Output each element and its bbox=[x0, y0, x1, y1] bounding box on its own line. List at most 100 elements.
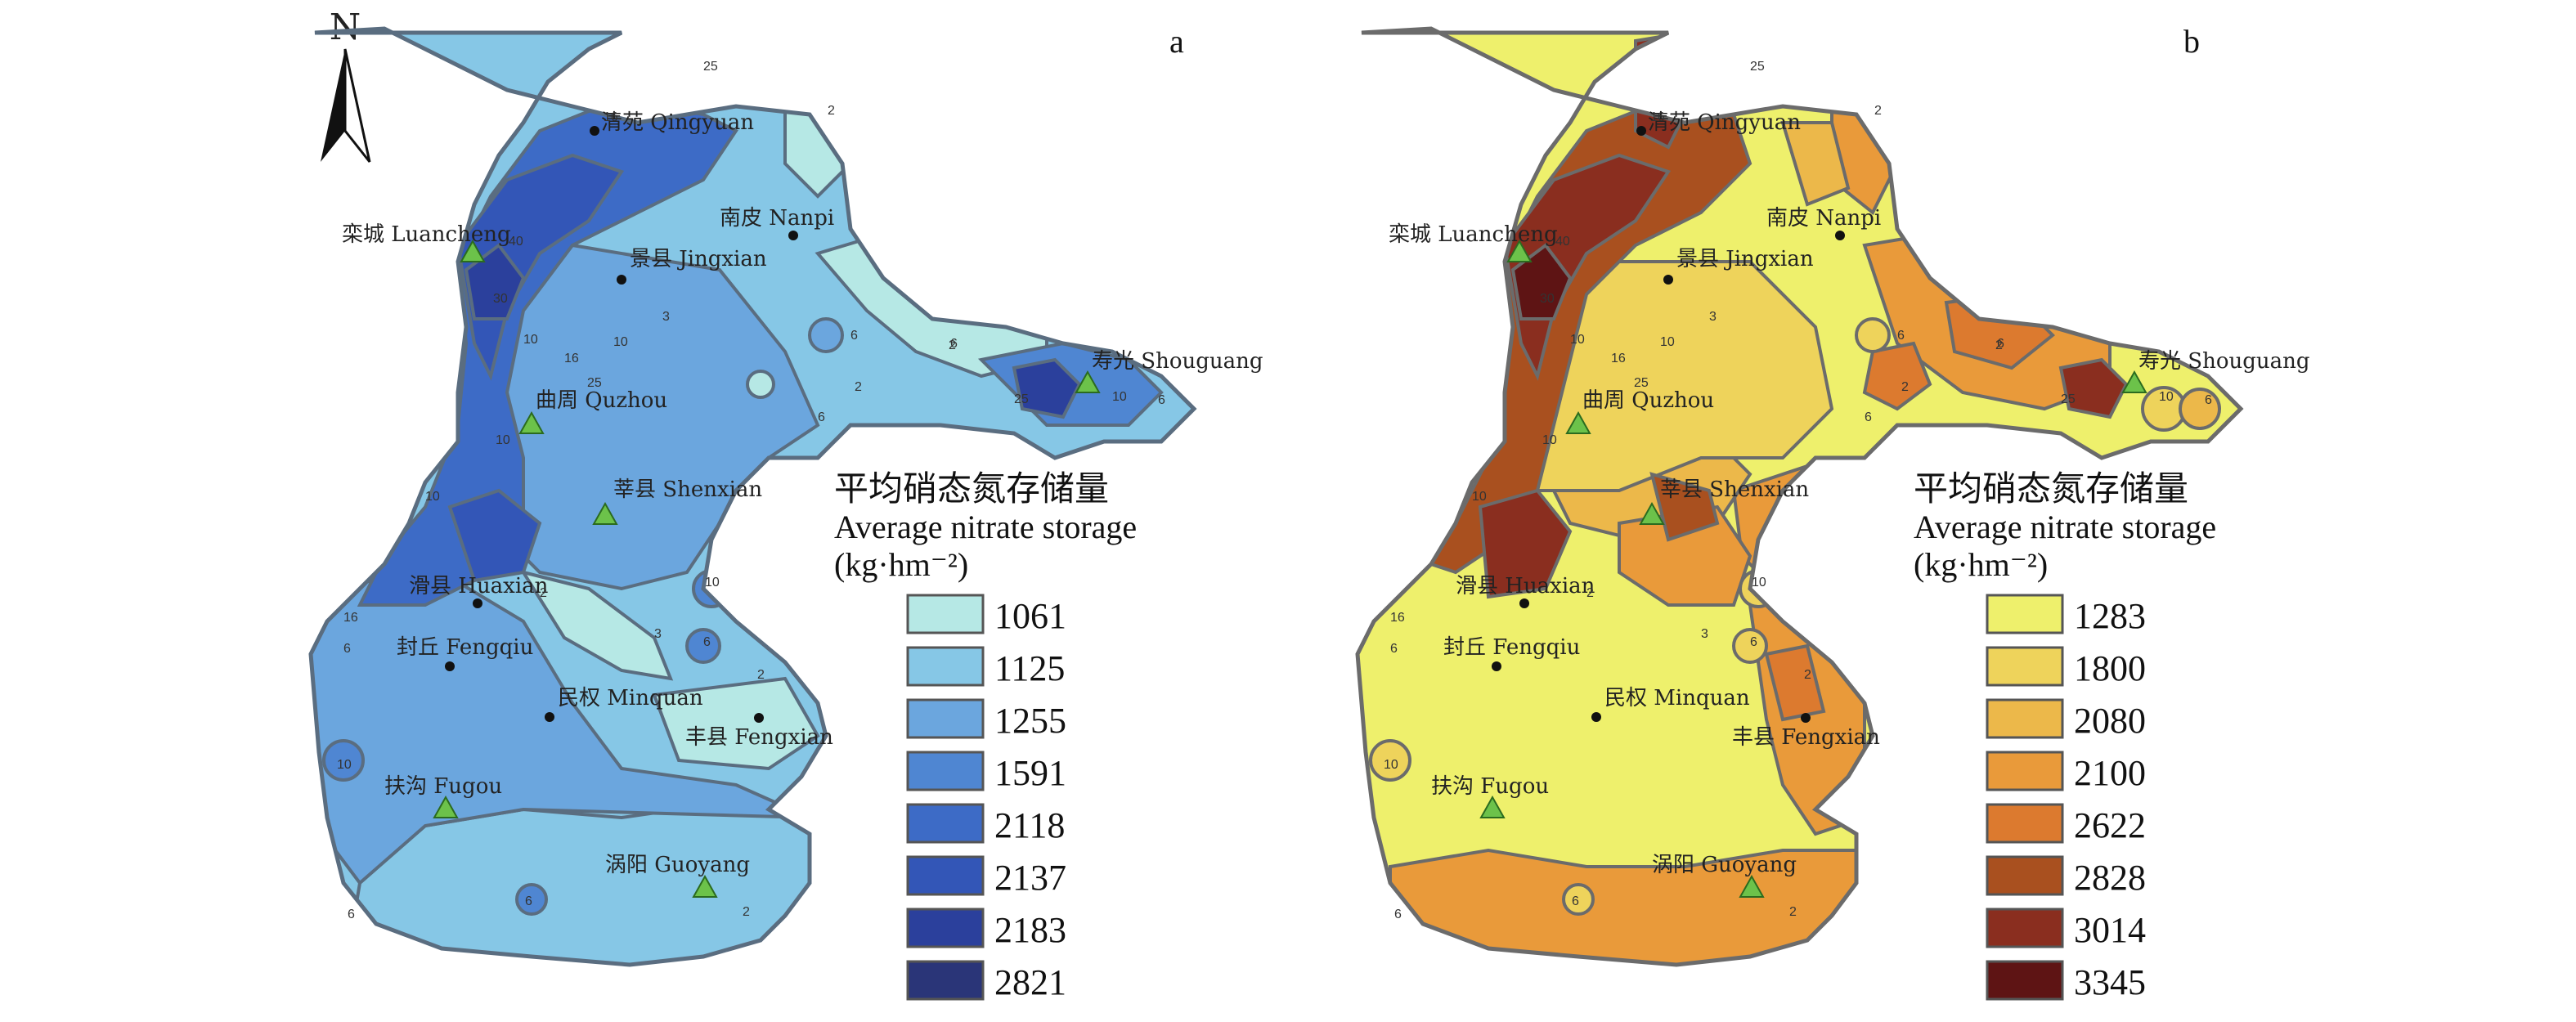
contour-label: 2 bbox=[828, 104, 835, 118]
contour-label: 16 bbox=[1650, 110, 1665, 124]
site-dot bbox=[1519, 598, 1529, 608]
legend-swatch bbox=[906, 646, 985, 687]
panel-letter-b: b bbox=[2183, 23, 2200, 60]
legend-a: 平均硝态氮存储量 Average nitrate storage (kg·hm⁻… bbox=[834, 471, 1137, 1002]
site-label-luancheng: 栾城 Luancheng bbox=[1389, 222, 1558, 247]
station-triangle-icon bbox=[592, 501, 618, 525]
legend-value-label: 1125 bbox=[994, 648, 1065, 688]
contour-label: 3 bbox=[654, 627, 662, 641]
site-label-shenxian: 莘县 Shenxian bbox=[1660, 477, 1809, 502]
map-panel-b: b bbox=[1358, 23, 2310, 1002]
contour-label: 6 bbox=[1158, 393, 1165, 407]
site-label-huaxian: 滑县 Huaxian bbox=[409, 574, 549, 598]
contour-label: 6 bbox=[1865, 410, 1872, 424]
map-panel-a: N a bbox=[311, 7, 1263, 1002]
contour-label: 2 bbox=[1995, 338, 2003, 352]
legend-swatch bbox=[1986, 698, 2064, 739]
site-label-jingxian: 景县 Jingxian bbox=[630, 247, 767, 271]
contour-label: 2 bbox=[855, 380, 862, 394]
site-dot bbox=[1801, 713, 1811, 723]
panel-letter-a: a bbox=[1169, 23, 1184, 60]
legend-value-label: 2118 bbox=[994, 805, 1065, 845]
contour-label: 6 bbox=[2205, 393, 2212, 407]
contour-label: 3 bbox=[1709, 310, 1717, 324]
contour-label: 2 bbox=[743, 905, 750, 919]
contour-label: 25 bbox=[1750, 60, 1765, 74]
station-triangle-icon bbox=[1739, 874, 1765, 898]
legend-title-cn: 平均硝态氮存储量 bbox=[1914, 471, 2188, 509]
legend-value-label: 2100 bbox=[2074, 753, 2146, 793]
contour-label: 16 bbox=[1611, 352, 1626, 365]
contour-label: 6 bbox=[1750, 635, 1757, 649]
contour-label: 25 bbox=[2061, 392, 2076, 406]
legend-value-label: 2183 bbox=[994, 910, 1066, 950]
contour-label: 2 bbox=[1804, 668, 1811, 682]
contour-label: 10 bbox=[1472, 490, 1487, 504]
site-label-jingxian: 景县 Jingxian bbox=[1676, 247, 1814, 271]
contour-label: 2 bbox=[1901, 380, 1909, 394]
contour-label: 25 bbox=[1634, 376, 1649, 390]
contour-label: 6 bbox=[1390, 642, 1398, 656]
site-dot bbox=[1636, 126, 1646, 136]
contour-label: 6 bbox=[1997, 337, 2004, 351]
legend-swatch bbox=[906, 855, 985, 896]
legend-value-label: 2622 bbox=[2074, 805, 2146, 845]
contour-label: 10 bbox=[1660, 335, 1675, 349]
site-label-guoyang: 涡阳 Guoyang bbox=[605, 853, 750, 877]
legend-value-label: 2080 bbox=[2074, 701, 2146, 741]
legend-swatch bbox=[1986, 751, 2064, 791]
site-dot bbox=[617, 275, 626, 285]
contour-label: 30 bbox=[493, 292, 508, 306]
contour-label: 6 bbox=[1572, 894, 1579, 908]
contour-label: 6 bbox=[1394, 908, 1402, 921]
contour-label: 10 bbox=[1752, 576, 1766, 589]
contour-label: 10 bbox=[2159, 390, 2174, 404]
contour-label: 30 bbox=[1540, 292, 1555, 306]
legend-swatch bbox=[1986, 803, 2064, 844]
legend-swatches-a: 1061 1125 1255 1591 2118 2137 2183 2821 bbox=[906, 594, 1066, 1002]
site-label-qingyuan: 清苑 Qingyuan bbox=[1648, 110, 1801, 135]
site-label-nanpi: 南皮 Nanpi bbox=[1766, 206, 1881, 231]
contour-label: 2 bbox=[949, 338, 956, 352]
station-triangle-icon bbox=[1506, 239, 1533, 262]
legend-value-label: 3014 bbox=[2074, 910, 2146, 950]
site-markers-b: 清苑 Qingyuan 南皮 Nanpi 栾城 Luancheng 景县 Jin… bbox=[1389, 110, 2310, 898]
contour-label: 2 bbox=[1789, 905, 1797, 919]
contour-label: 6 bbox=[525, 894, 532, 908]
contour-label: 6 bbox=[850, 329, 858, 343]
station-triangle-icon bbox=[2121, 370, 2147, 393]
legend-title-en: Average nitrate storage bbox=[834, 509, 1137, 545]
legend-title-cn: 平均硝态氮存储量 bbox=[834, 471, 1109, 509]
legend-swatch bbox=[1986, 960, 2064, 1001]
site-label-guoyang: 涡阳 Guoyang bbox=[1652, 853, 1797, 877]
site-label-fengqiu: 封丘 Fengqiu bbox=[1443, 635, 1580, 660]
site-dot bbox=[754, 713, 764, 723]
legend-unit: (kg·hm⁻²) bbox=[1914, 546, 2048, 583]
legend-value-label: 3345 bbox=[2074, 962, 2146, 1002]
site-dot bbox=[473, 598, 482, 608]
site-dot bbox=[788, 231, 798, 240]
site-label-minquan: 民权 Minquan bbox=[558, 686, 703, 710]
legend-value-label: 1591 bbox=[994, 753, 1066, 793]
contour-label: 2 bbox=[1874, 104, 1882, 118]
contour-label: 10 bbox=[496, 433, 510, 447]
legend-value-label: 1255 bbox=[994, 701, 1066, 741]
legend-swatches-b: 1283 1800 2080 2100 2622 2828 3014 3345 bbox=[1986, 594, 2146, 1002]
contour-labels-b: 25 16 2 6 40 30 10 3 2 25 10 6 16 10 25 … bbox=[1384, 60, 2212, 921]
station-triangle-icon bbox=[460, 239, 486, 262]
contour-label: 6 bbox=[343, 642, 351, 656]
site-markers-a: 清苑 Qingyuan 南皮 Nanpi 栾城 Luancheng 景县 Jin… bbox=[342, 110, 1263, 898]
contour-label: 25 bbox=[1014, 392, 1029, 406]
legend-swatch bbox=[1986, 594, 2064, 634]
contour-label: 6 bbox=[950, 337, 958, 351]
legend-value-label: 1283 bbox=[2074, 596, 2146, 636]
legend-value-label: 1800 bbox=[2074, 648, 2146, 688]
site-label-qingyuan: 清苑 Qingyuan bbox=[601, 110, 754, 135]
station-triangle-icon bbox=[1479, 795, 1506, 818]
station-triangle-icon bbox=[1565, 410, 1591, 434]
contour-label: 6 bbox=[703, 635, 711, 649]
site-dot bbox=[1663, 275, 1673, 285]
station-triangle-icon bbox=[1075, 370, 1101, 393]
site-label-nanpi: 南皮 Nanpi bbox=[720, 206, 834, 231]
